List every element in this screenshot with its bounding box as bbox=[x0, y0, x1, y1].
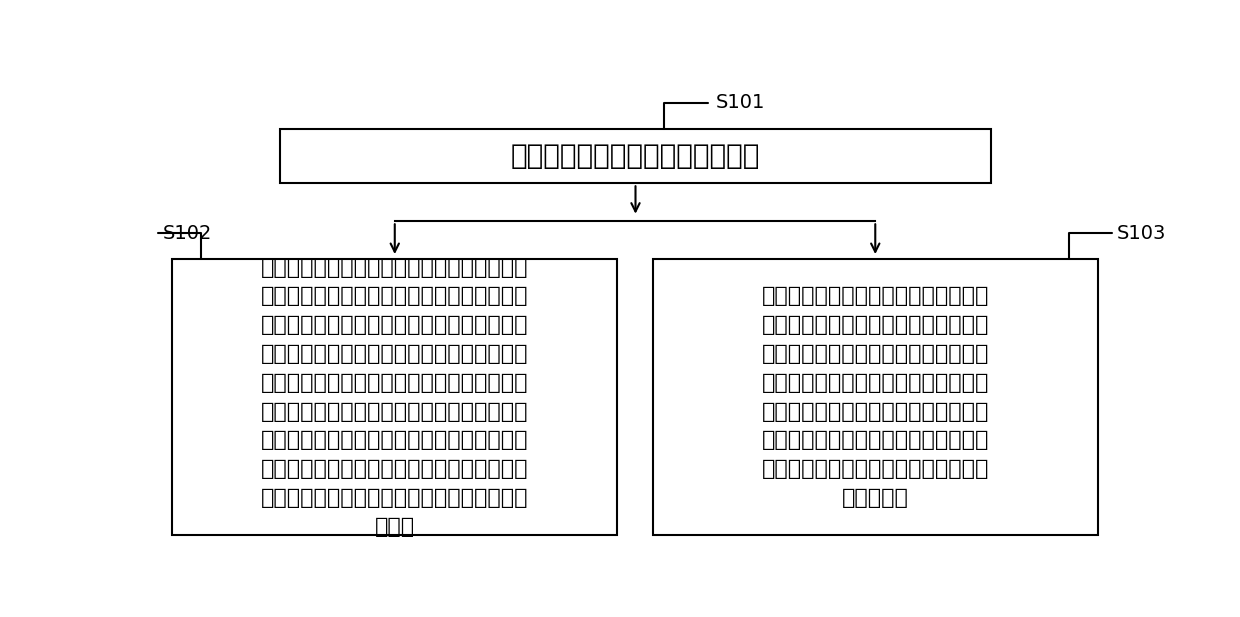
Text: S103: S103 bbox=[1117, 224, 1167, 242]
Bar bbox=[280, 129, 991, 183]
Bar bbox=[652, 259, 1097, 535]
Bar bbox=[172, 259, 618, 535]
Text: 对车站进路进行小进路虚拟化处理: 对车站进路进行小进路虚拟化处理 bbox=[511, 142, 760, 170]
Text: S101: S101 bbox=[715, 93, 765, 112]
Text: S102: S102 bbox=[162, 224, 212, 242]
Text: 在检测到列车顺序占用出清进路后，向
列控系统发出用于取消进路空闲允许进
入的许可；判断该小进路是否出现在当
前进路序列表中的后序进路中，并根据
判断结果保持锁闭: 在检测到列车顺序占用出清进路后，向 列控系统发出用于取消进路空闲允许进 入的许可… bbox=[761, 286, 990, 508]
Text: 在获得新的进路序列表后，判断所获得的进路
序列表是否发生变化，如果所获得的进路序列
表相对于已有的进路序列表发生逆进变化，则
对所获得的进路序列表中未发出允许进: 在获得新的进路序列表后，判断所获得的进路 序列表是否发生变化，如果所获得的进路序… bbox=[260, 257, 528, 537]
